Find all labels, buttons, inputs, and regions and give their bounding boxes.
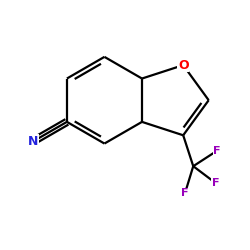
Text: O: O xyxy=(178,59,188,72)
Text: F: F xyxy=(212,178,220,188)
Text: N: N xyxy=(28,135,38,148)
Text: F: F xyxy=(213,146,221,156)
Text: F: F xyxy=(181,188,189,198)
